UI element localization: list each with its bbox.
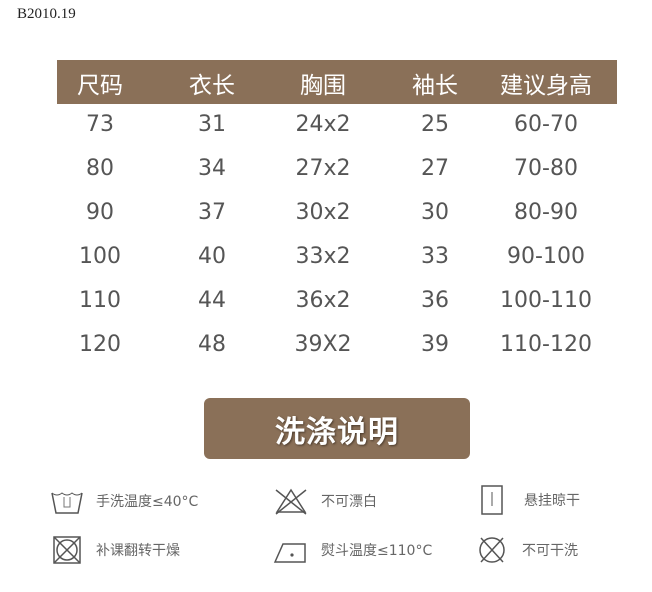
care-label: 手洗温度≤40°C <box>96 494 199 510</box>
cell-size: 120 <box>79 332 121 357</box>
wash-instructions-title: 洗涤说明 <box>204 398 470 459</box>
cell-chest: 30x2 <box>295 200 351 225</box>
cell-chest: 33x2 <box>295 244 351 269</box>
cell-size: 90 <box>86 200 114 225</box>
no-dry-clean-icon <box>479 537 505 563</box>
cell-chest: 39X2 <box>294 332 352 357</box>
iron-icon <box>273 543 306 563</box>
cell-sleeve: 39 <box>421 332 449 357</box>
cell-height: 60-70 <box>514 112 578 137</box>
size-table-header: 尺码 衣长 胸围 袖长 建议身高 <box>57 60 617 104</box>
care-label: 不可漂白 <box>321 494 377 510</box>
cell-height: 70-80 <box>514 156 578 181</box>
hang-dry-icon <box>481 485 503 515</box>
product-code: B2010.19 <box>17 6 76 22</box>
cell-chest: 27x2 <box>295 156 351 181</box>
header-sleeve: 袖长 <box>412 73 458 99</box>
cell-length: 40 <box>198 244 226 269</box>
cell-sleeve: 25 <box>421 112 449 137</box>
cell-height: 110-120 <box>500 332 592 357</box>
cell-chest: 36x2 <box>295 288 351 313</box>
cell-sleeve: 33 <box>421 244 449 269</box>
cell-size: 73 <box>86 112 114 137</box>
care-iron: 熨斗温度≤110°C <box>273 536 432 564</box>
cell-sleeve: 30 <box>421 200 449 225</box>
header-height: 建议身高 <box>500 73 592 99</box>
care-dry-clean: 不可干洗 <box>478 535 578 565</box>
cell-sleeve: 36 <box>421 288 449 313</box>
cell-size: 100 <box>79 244 121 269</box>
cell-length: 31 <box>198 112 226 137</box>
care-label: 不可干洗 <box>522 543 578 559</box>
cell-size: 110 <box>79 288 121 313</box>
no-bleach-icon <box>275 488 307 515</box>
header-size: 尺码 <box>77 73 123 99</box>
cell-height: 100-110 <box>500 288 592 313</box>
care-label: 补课翻转干燥 <box>96 543 180 559</box>
cell-sleeve: 27 <box>421 156 449 181</box>
care-no-bleach: 不可漂白 <box>273 487 377 515</box>
care-label: 悬挂晾干 <box>524 493 580 509</box>
cell-length: 48 <box>198 332 226 357</box>
cell-length: 44 <box>198 288 226 313</box>
care-tumble-dry: 补课翻转干燥 <box>50 536 180 564</box>
cell-chest: 24x2 <box>295 112 351 137</box>
care-label: 熨斗温度≤110°C <box>321 543 433 559</box>
cell-length: 34 <box>198 156 226 181</box>
care-hang-dry: 悬挂晾干 <box>480 485 580 515</box>
cell-height: 80-90 <box>514 200 578 225</box>
cell-length: 37 <box>198 200 226 225</box>
cell-size: 80 <box>86 156 114 181</box>
cell-height: 90-100 <box>507 244 585 269</box>
no-tumble-dry-icon <box>53 536 81 564</box>
hand-wash-icon <box>51 492 83 514</box>
header-chest: 胸围 <box>300 73 346 99</box>
header-length: 衣长 <box>189 73 235 99</box>
care-hand-wash: 手洗温度≤40°C <box>50 487 198 515</box>
